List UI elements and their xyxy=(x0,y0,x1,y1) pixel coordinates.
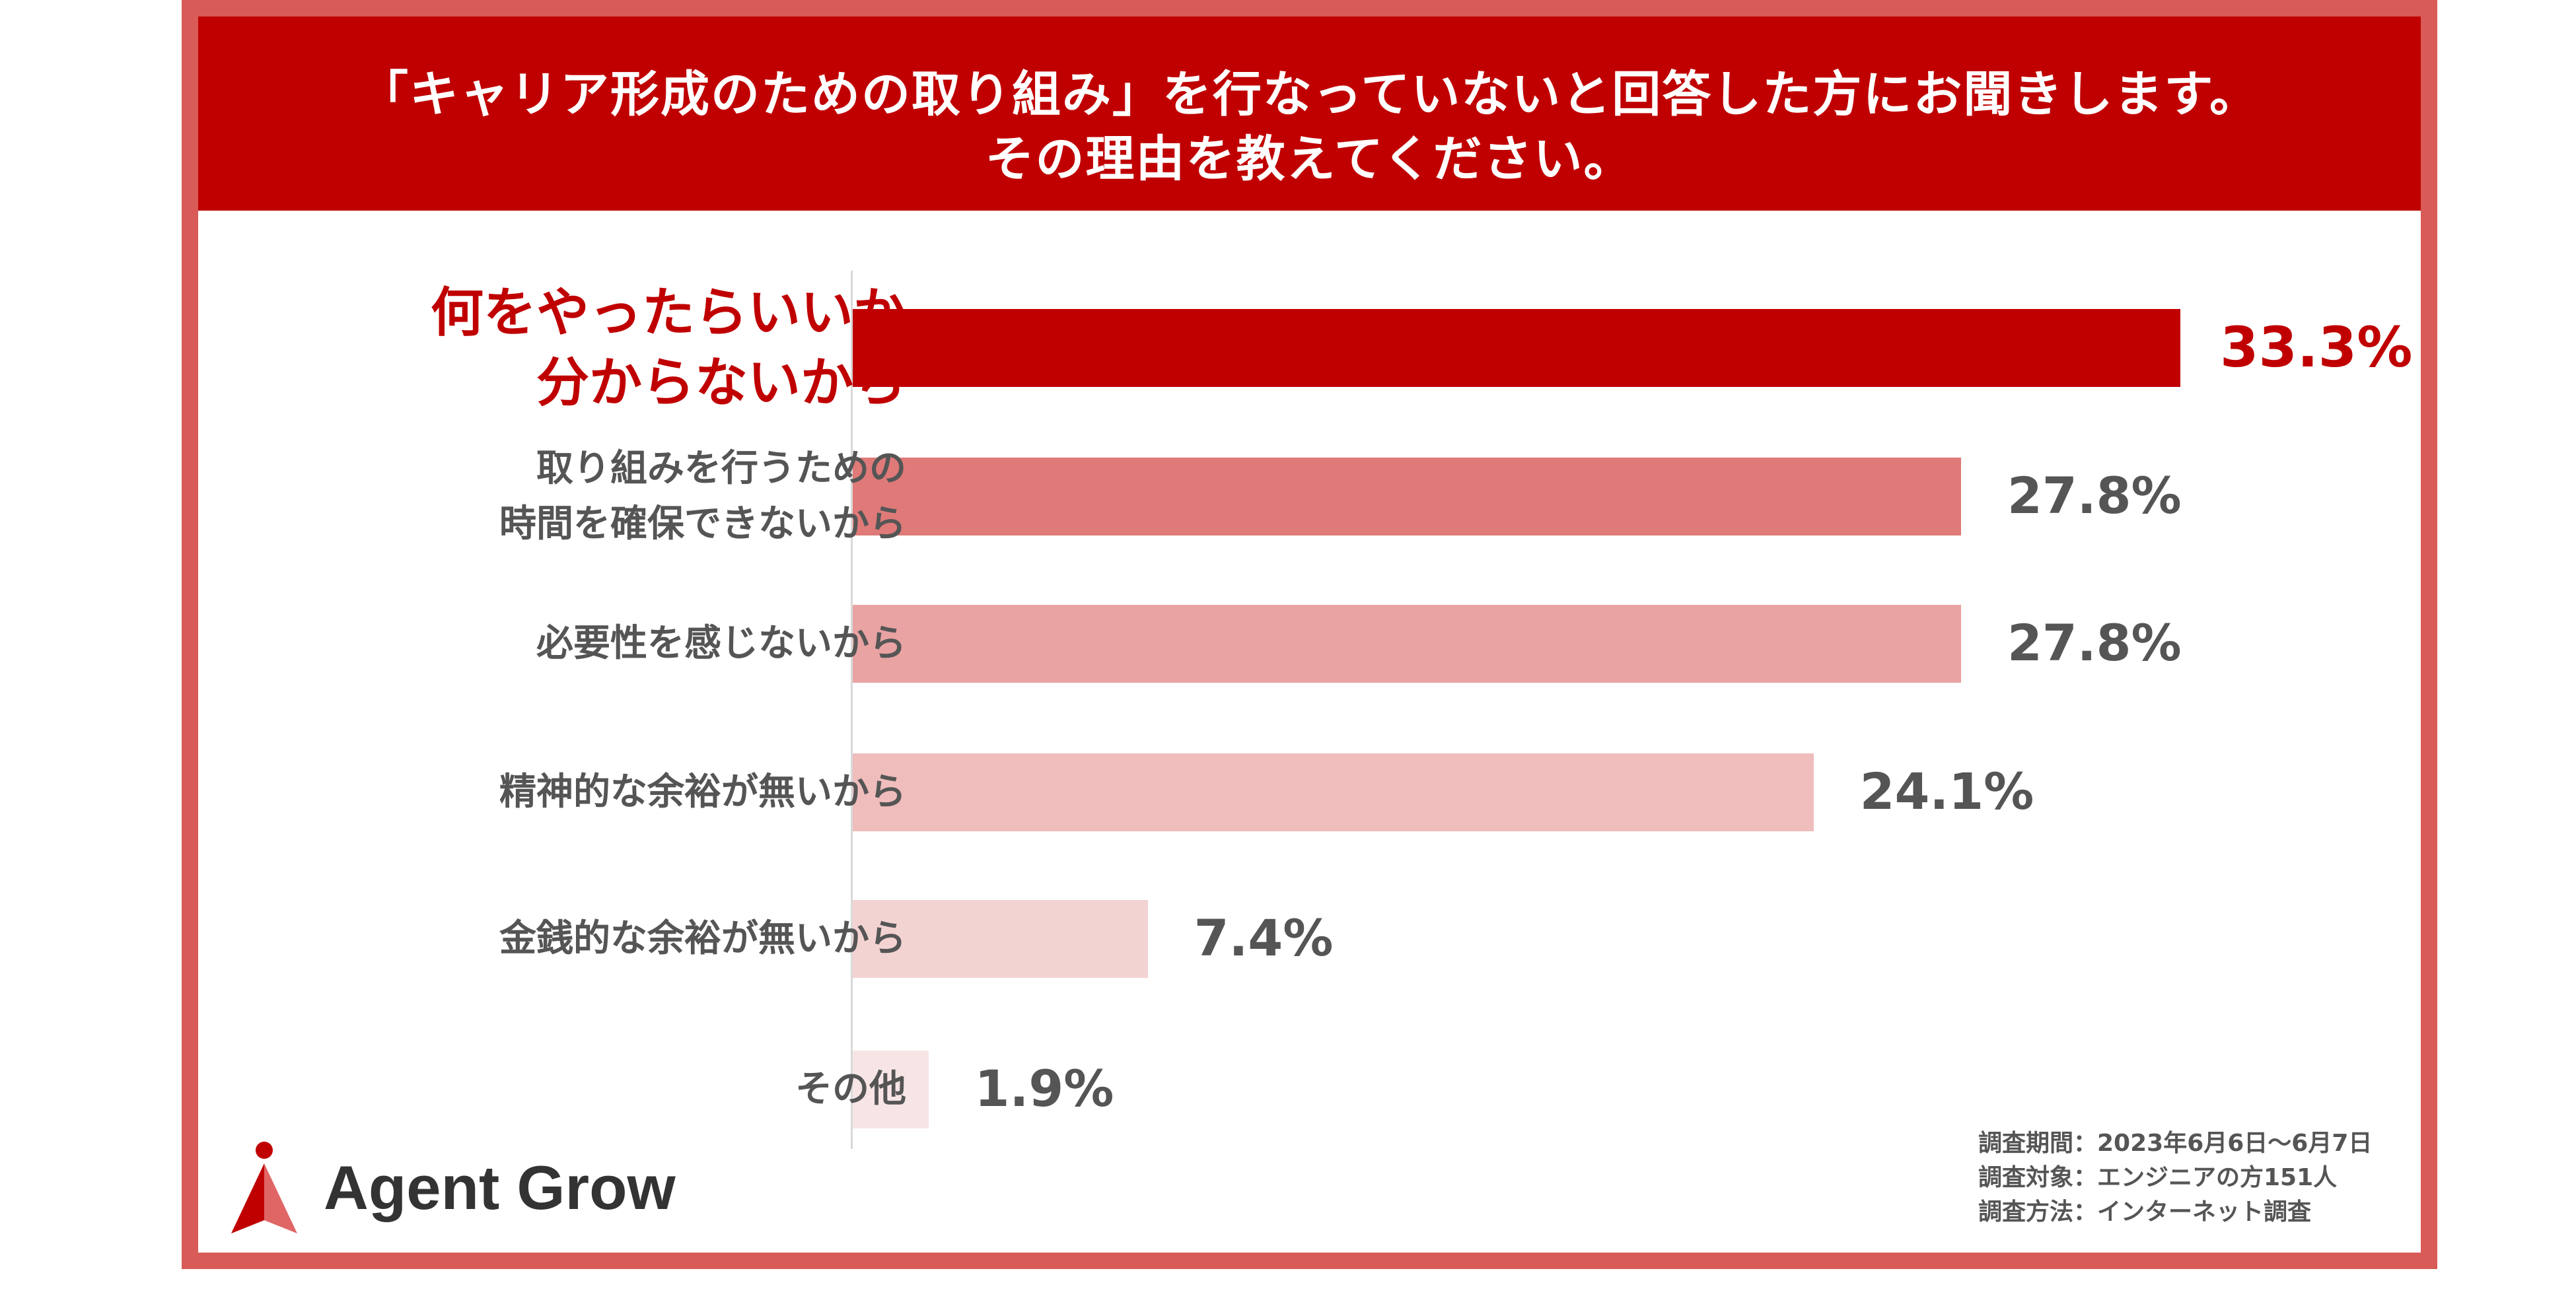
bar-4 xyxy=(853,753,1814,831)
data-label-4: 24.1% xyxy=(1859,762,2034,821)
category-label-line: 時間を確保できないから xyxy=(499,502,906,545)
data-label-3: 27.8% xyxy=(2007,613,2182,672)
y-axis-line xyxy=(851,271,853,1149)
category-label-line: 分からないから xyxy=(536,352,906,413)
data-label-1: 33.3% xyxy=(2220,315,2413,380)
category-label-line: 必要性を感じないから xyxy=(536,622,906,665)
logo-dot-icon xyxy=(256,1142,273,1159)
bar-2 xyxy=(853,458,1962,535)
bar-5 xyxy=(853,900,1148,978)
logo-left-wing-icon xyxy=(231,1163,264,1233)
question-line-1: 「キャリア形成のための取り組み」を行なっていないと回答した方にお聞きします。 xyxy=(359,66,2260,123)
category-label-3: 必要性を感じないから xyxy=(536,616,906,672)
logo-right-wing-icon xyxy=(264,1163,297,1233)
survey-period-note: 調査期間：2023年6月6日〜6月7日 xyxy=(1978,1130,2373,1157)
data-label-6: 1.9% xyxy=(974,1059,1114,1118)
data-label-5: 7.4% xyxy=(1194,909,1334,967)
category-label-6: その他 xyxy=(795,1062,906,1117)
question-line-2: その理由を教えてください。 xyxy=(985,131,1634,188)
category-label-line: 取り組みを行うための xyxy=(536,447,906,490)
survey-method-note: 調査方法：インターネット調査 xyxy=(1978,1198,2312,1226)
category-label-4: 精神的な余裕が無いから xyxy=(499,765,906,820)
data-label-2: 27.8% xyxy=(2007,466,2182,525)
agent-grow-logo xyxy=(231,1142,297,1233)
question-header: 「キャリア形成のための取り組み」を行なっていないと回答した方にお聞きします。 そ… xyxy=(198,17,2421,211)
category-label-line: 精神的な余裕が無いから xyxy=(499,771,906,813)
category-label-2: 取り組みを行うための時間を確保できないから xyxy=(499,441,906,552)
bar-1 xyxy=(853,309,2180,387)
brand-name: Agent Grow xyxy=(324,1153,676,1222)
category-label-5: 金銭的な余裕が無いから xyxy=(499,911,906,967)
category-label-line: その他 xyxy=(795,1068,906,1111)
category-label-line: 金銭的な余裕が無いから xyxy=(499,917,906,960)
bar-6 xyxy=(853,1051,929,1128)
category-label-1: 何をやったらいいか分からないから xyxy=(431,278,906,418)
survey-target-note: 調査対象：エンジニアの方151人 xyxy=(1978,1164,2338,1191)
bar-3 xyxy=(853,605,1962,683)
category-label-line: 何をやったらいいか xyxy=(431,282,906,343)
